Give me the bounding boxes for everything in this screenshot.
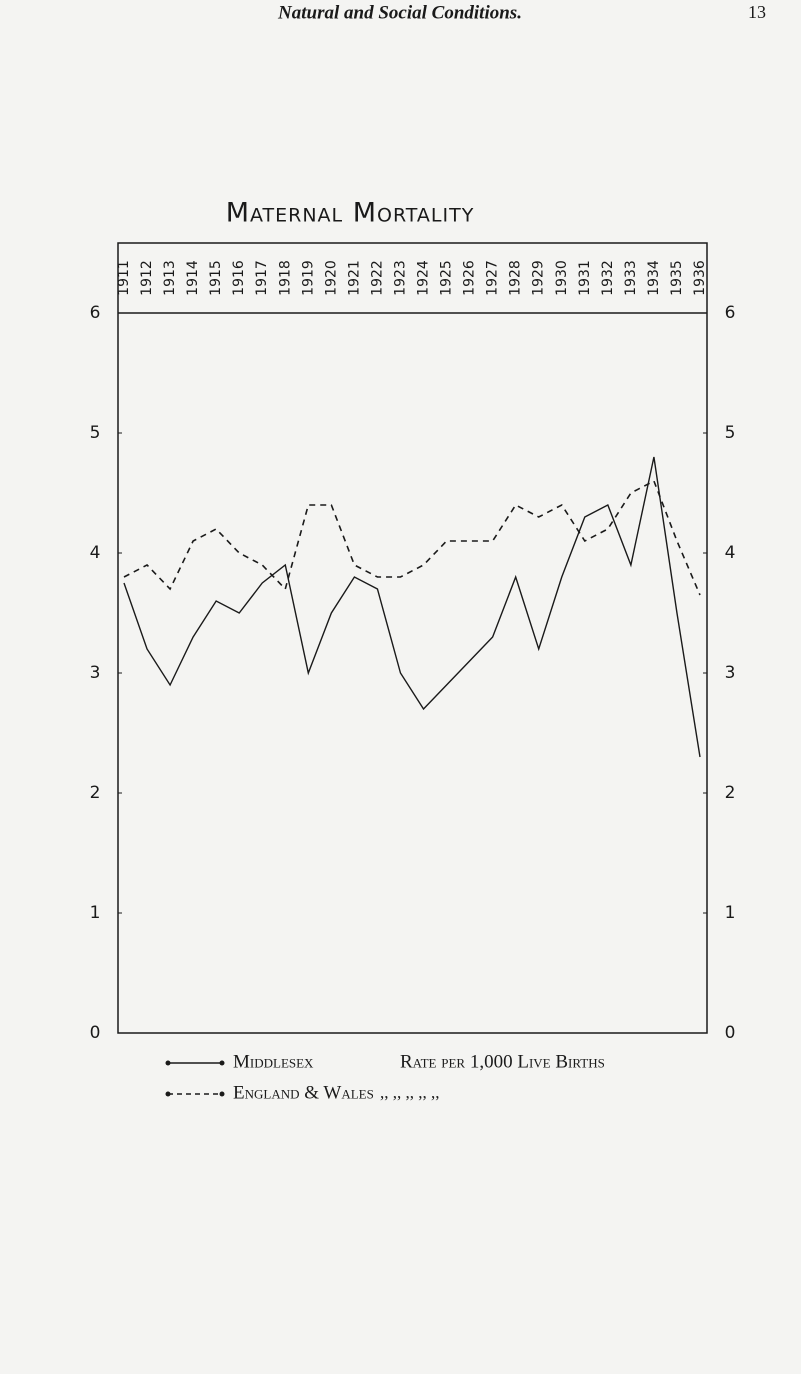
y-tick-label: 4 <box>90 543 101 563</box>
y2-tick-label: 3 <box>725 663 736 683</box>
x-tick-label: 1911 <box>116 260 132 296</box>
legend-ditto: ,, ,, ,, ,, ,, <box>380 1083 440 1102</box>
y2-tick-label: 2 <box>725 783 736 803</box>
y-tick-label: 6 <box>90 303 101 323</box>
x-tick-label: 1918 <box>277 260 293 296</box>
legend-dot <box>165 1091 171 1097</box>
x-tick-label: 1914 <box>185 260 201 296</box>
y-tick-label: 0 <box>90 1023 101 1043</box>
legend-dot <box>219 1091 225 1097</box>
x-tick-label: 1913 <box>162 260 178 296</box>
y2-tick-label: 6 <box>725 303 736 323</box>
x-tick-label: 1934 <box>646 260 662 296</box>
x-tick-label: 1917 <box>254 260 270 296</box>
x-tick-label: 1929 <box>531 260 547 296</box>
y2-tick-label: 0 <box>725 1023 736 1043</box>
x-tick-label: 1928 <box>508 260 524 296</box>
chart-title: Maternal Mortality <box>226 198 475 229</box>
x-tick-label: 1922 <box>369 260 385 296</box>
series-line <box>123 479 701 596</box>
x-tick-label: 1933 <box>623 260 639 296</box>
x-tick-label: 1935 <box>669 260 685 296</box>
x-tick-label: 1925 <box>439 260 455 296</box>
x-tick-label: 1923 <box>392 260 408 296</box>
y2-tick-label: 1 <box>725 903 736 923</box>
legend-dot <box>219 1060 225 1066</box>
running-title: Natural and Social Conditions. <box>277 2 522 23</box>
x-tick-label: 1936 <box>692 260 708 296</box>
y-tick-label: 2 <box>90 783 101 803</box>
y2-tick-label: 4 <box>725 543 736 563</box>
page-number: 13 <box>748 2 766 22</box>
series-line <box>123 456 701 758</box>
x-tick-label: 1924 <box>416 260 432 296</box>
x-tick-label: 1919 <box>300 260 316 296</box>
x-tick-label: 1930 <box>554 260 570 296</box>
x-tick-label: 1931 <box>577 260 593 296</box>
legend-dot <box>165 1060 171 1066</box>
y2-tick-label: 5 <box>725 423 736 443</box>
x-tick-label: 1912 <box>139 260 155 296</box>
x-tick-label: 1915 <box>208 260 224 296</box>
x-tick-label: 1920 <box>323 260 339 296</box>
legend-label: Rate per 1,000 Live Births <box>400 1051 605 1072</box>
y-tick-label: 5 <box>90 423 101 443</box>
x-tick-label: 1926 <box>462 260 478 296</box>
x-tick-label: 1927 <box>485 260 501 296</box>
x-tick-label: 1932 <box>600 260 616 296</box>
legend-label: England & Wales <box>233 1082 374 1103</box>
y-tick-label: 3 <box>90 663 101 683</box>
plot-frame <box>117 242 708 1034</box>
x-tick-label: 1921 <box>346 260 362 296</box>
x-tick-label: 1916 <box>231 260 247 296</box>
legend: Rate per 1,000 Live Births ,, ,, ,, ,, ,… <box>380 1051 605 1102</box>
y-tick-label: 1 <box>90 903 101 923</box>
legend-label: Middlesex <box>233 1051 314 1072</box>
